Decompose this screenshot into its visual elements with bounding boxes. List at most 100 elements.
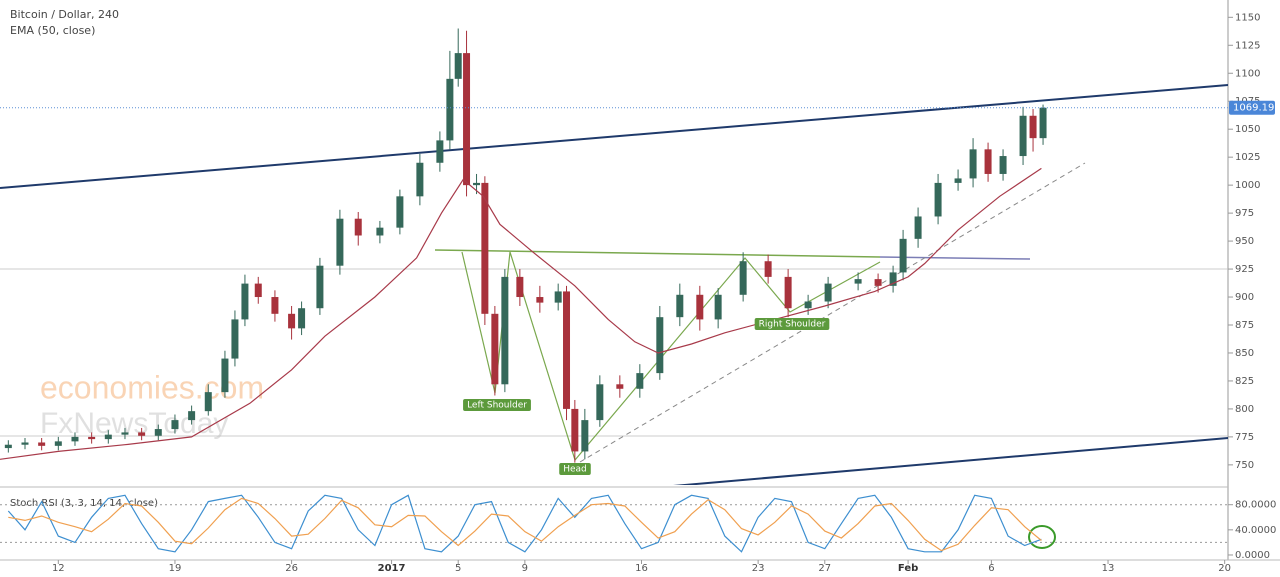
candle-body: [221, 358, 229, 393]
channel-top: [0, 84, 1228, 189]
y-tick-label: 1125: [1235, 40, 1260, 51]
candle-body: [714, 294, 722, 320]
candle-body: [501, 276, 509, 385]
y-tick-label: 80.0000: [1235, 500, 1276, 511]
candle-body: [581, 420, 589, 452]
candle-body: [984, 149, 992, 174]
indicator-title: Stoch RSI (3, 3, 14, 14, close): [10, 498, 158, 509]
candle-body: [1039, 107, 1047, 139]
candle-body: [138, 432, 146, 436]
candle-body: [298, 308, 306, 329]
candle-body: [4, 444, 12, 449]
candle-body: [616, 384, 624, 389]
y-tick-label: 0.0000: [1235, 550, 1270, 561]
highlight-circle: [1028, 525, 1056, 549]
y-tick-label: 775: [1235, 432, 1254, 443]
candle-body: [354, 218, 362, 236]
candle-body: [454, 53, 462, 79]
y-tick-label: 1150: [1235, 12, 1260, 23]
candle-body: [824, 283, 832, 302]
candle-body: [71, 436, 79, 442]
y-tick-label: 1100: [1235, 68, 1260, 79]
dashed-trendline: [579, 162, 1086, 463]
candle-body: [636, 373, 644, 389]
x-tick-label: 2017: [378, 563, 406, 574]
neckline: [434, 249, 881, 258]
legend-entry: EMA (50, close): [10, 24, 95, 37]
x-tick-label: 23: [752, 563, 765, 574]
candle-body: [21, 442, 29, 445]
x-tick-label: Feb: [898, 563, 918, 574]
candle-body: [473, 182, 481, 186]
line: [7, 494, 1042, 553]
candle-body: [656, 317, 664, 374]
x-tick-label: 6: [988, 563, 994, 574]
x-tick-label: 13: [1102, 563, 1115, 574]
candle-body: [154, 429, 162, 436]
plot-area: [0, 28, 1228, 463]
candle-body: [104, 434, 112, 440]
candle-body: [516, 276, 524, 298]
y-tick-label: 40.0000: [1235, 525, 1276, 536]
x-tick-label: 9: [522, 563, 528, 574]
candle-body: [416, 162, 424, 197]
last-price-label: 1069.19: [1233, 103, 1274, 114]
pattern-label-box: [559, 463, 591, 475]
candle-body: [554, 291, 562, 303]
candle-body: [914, 216, 922, 239]
y-tick-label: 850: [1235, 348, 1254, 359]
x-tick-label: 12: [52, 563, 65, 574]
candle-body: [336, 218, 344, 266]
candle-body: [38, 442, 46, 446]
candle-body: [563, 291, 571, 409]
candle-body: [954, 178, 962, 183]
candle-body: [491, 313, 499, 385]
pattern-label-box: [463, 399, 531, 411]
y-tick-label: 1050: [1235, 124, 1260, 135]
candle-body: [254, 283, 262, 298]
y-tick-label: 975: [1235, 208, 1254, 219]
candle-body: [396, 196, 404, 228]
candle-body: [969, 149, 977, 179]
x-tick-label: 20: [1218, 563, 1231, 574]
candle-body: [874, 279, 882, 286]
candle-body: [231, 319, 239, 359]
x-tick-label: 16: [635, 563, 648, 574]
candle-body: [446, 78, 454, 141]
candle-body: [376, 227, 384, 236]
candle-body: [171, 420, 179, 430]
candle-body: [436, 140, 444, 163]
line: [8, 497, 1042, 552]
x-tick-label: 19: [169, 563, 182, 574]
pattern-label-box: [754, 318, 830, 330]
watermark: economies.com: [40, 369, 264, 405]
y-tick-label: 1025: [1235, 152, 1260, 163]
watermark: FxNewsToday: [40, 407, 228, 440]
y-tick-label: 950: [1235, 236, 1254, 247]
candle-body: [54, 441, 62, 446]
candle-body: [204, 392, 212, 412]
last-price-tag: [1229, 100, 1275, 115]
candle-body: [676, 294, 684, 318]
candle-body: [596, 384, 604, 421]
chart-title: Bitcoin / Dollar, 240: [10, 8, 119, 21]
y-tick-label: 1000: [1235, 180, 1260, 191]
candle-body: [784, 276, 792, 309]
line: [0, 167, 1042, 460]
y-tick-label: 925: [1235, 264, 1254, 275]
candle-body: [934, 182, 942, 217]
candle-body: [88, 436, 96, 440]
candle-body: [854, 279, 862, 284]
y-tick-label: 900: [1235, 292, 1254, 303]
candle-body: [536, 297, 544, 303]
candle-body: [463, 53, 471, 186]
candle-body: [121, 432, 129, 435]
plot-area: [0, 494, 1228, 553]
candle-body: [1019, 115, 1027, 157]
candle-body: [889, 272, 897, 286]
pattern-label: Head: [563, 465, 587, 475]
y-tick-label: 750: [1235, 460, 1254, 471]
candle-body: [764, 261, 772, 277]
